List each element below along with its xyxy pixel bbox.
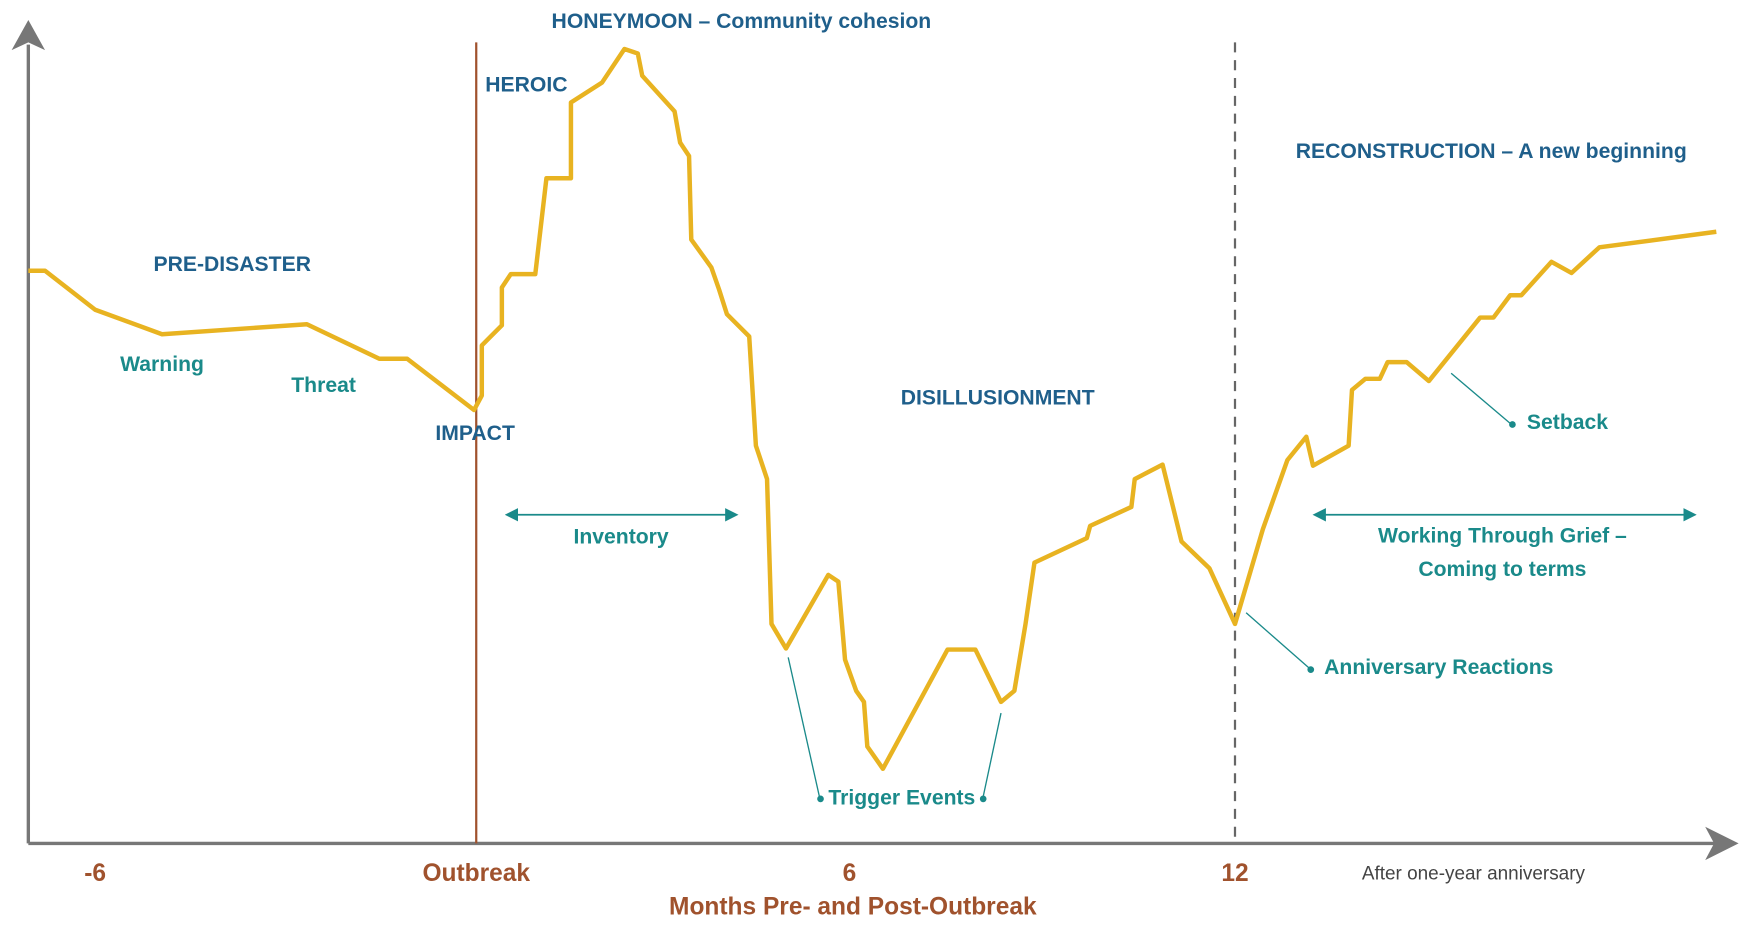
x-tick-label: 6: [843, 860, 857, 887]
phase-label: IMPACT: [435, 422, 515, 445]
x-tick-label: -6: [84, 860, 106, 887]
x-axis-arrow: [1705, 826, 1739, 861]
annotation: Setback: [1527, 411, 1608, 434]
phase-label: HONEYMOON – Community cohesion: [552, 10, 932, 33]
y-axis-arrow: [11, 20, 46, 51]
annotation: Working Through Grief –: [1378, 525, 1627, 548]
x-tick-label: 12: [1221, 860, 1248, 887]
recovery-curve: [28, 46, 1717, 772]
phase-label: DISILLUSIONMENT: [901, 386, 1095, 409]
annotation: Warning: [120, 353, 204, 376]
leader-dots: [817, 421, 1516, 803]
x-tick-label: Outbreak: [422, 860, 530, 887]
leader-lines: [787, 372, 1511, 797]
x-tick-label: After one-year anniversary: [1362, 864, 1586, 885]
annotation: Inventory: [573, 526, 668, 549]
annotation: Threat: [291, 374, 356, 397]
phase-label: HEROIC: [485, 73, 567, 96]
annotation: Coming to terms: [1418, 558, 1586, 581]
phase-label: PRE-DISASTER: [153, 253, 311, 276]
annotation: Anniversary Reactions: [1324, 656, 1553, 679]
phase-label: RECONSTRUCTION – A new beginning: [1296, 140, 1687, 163]
x-axis-title: Months Pre- and Post-Outbreak: [669, 894, 1037, 921]
annotation: Trigger Events: [828, 786, 975, 809]
